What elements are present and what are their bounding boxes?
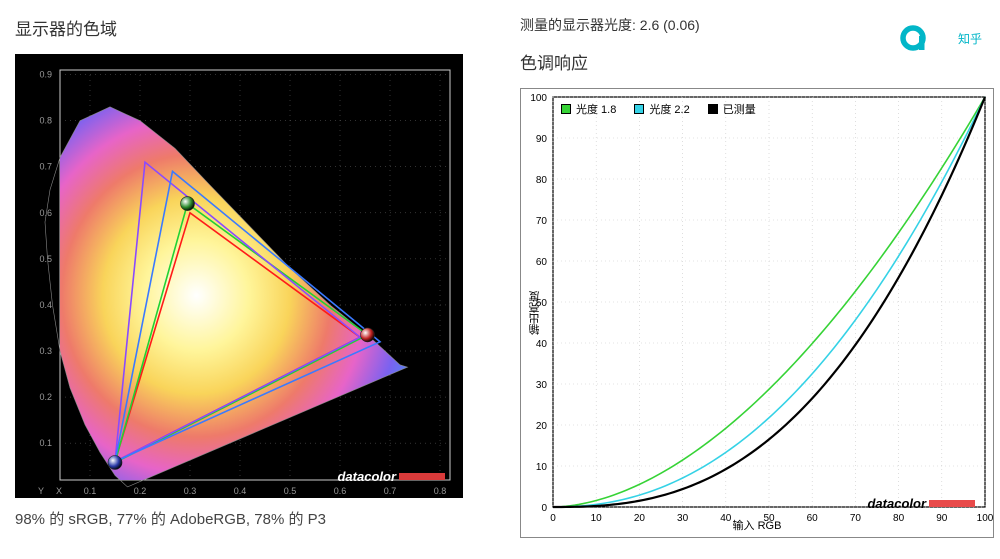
svg-text:70: 70 [850, 513, 862, 524]
svg-text:80: 80 [893, 513, 905, 524]
tone-title: 色调响应 [520, 49, 995, 74]
svg-text:0.1: 0.1 [39, 438, 52, 448]
tone-y-label: 输出亮度 [527, 291, 543, 335]
svg-text:80: 80 [536, 175, 548, 186]
legend-label: 光度 2.2 [649, 101, 689, 117]
tone-x-label: 输入 RGB [733, 517, 782, 533]
svg-text:0.2: 0.2 [134, 486, 147, 496]
legend-swatch-icon [634, 104, 644, 114]
svg-text:0.5: 0.5 [39, 254, 52, 264]
svg-text:0: 0 [550, 513, 556, 524]
datacolor-text: datacolor [337, 469, 396, 484]
gamut-caption: 98% 的 sRGB, 77% 的 AdobeRGB, 78% 的 P3 [15, 508, 475, 529]
legend-label: 光度 1.8 [576, 101, 616, 117]
svg-text:90: 90 [936, 513, 948, 524]
svg-text:0.8: 0.8 [39, 116, 52, 126]
right-panel: 测量的显示器光度: 2.6 (0.06) 色调响应 01020304050607… [520, 15, 995, 538]
svg-text:20: 20 [634, 513, 646, 524]
datacolor-logo-gamut: datacolor [337, 469, 445, 484]
svg-text:30: 30 [677, 513, 689, 524]
svg-text:20: 20 [536, 421, 548, 432]
svg-text:0.3: 0.3 [39, 346, 52, 356]
svg-text:100: 100 [977, 513, 993, 524]
datacolor-logo-tone: datacolor [867, 496, 975, 511]
svg-text:70: 70 [536, 216, 548, 227]
legend-swatch-icon [561, 104, 571, 114]
zhihu-link[interactable]: 知乎 [958, 30, 982, 47]
svg-text:0: 0 [541, 503, 547, 514]
svg-text:0.4: 0.4 [39, 300, 52, 310]
svg-text:90: 90 [536, 134, 548, 145]
legend-label: 已测量 [723, 101, 756, 117]
svg-text:0.7: 0.7 [384, 486, 397, 496]
svg-text:60: 60 [536, 257, 548, 268]
svg-text:0.6: 0.6 [334, 486, 347, 496]
datacolor-bar-icon [399, 473, 445, 480]
svg-text:10: 10 [536, 462, 548, 473]
svg-text:0.9: 0.9 [39, 70, 52, 80]
svg-text:0.1: 0.1 [84, 486, 97, 496]
svg-text:30: 30 [536, 380, 548, 391]
a-logo-icon [898, 22, 928, 52]
svg-text:X: X [56, 486, 62, 496]
svg-text:0.5: 0.5 [284, 486, 297, 496]
legend-item: 光度 1.8 [561, 101, 616, 117]
legend-swatch-icon [708, 104, 718, 114]
tone-chart: 0102030405060708090100010203040506070809… [520, 88, 994, 538]
gamut-svg: 0.1 0.2 0.3 0.4 0.5 0.6 0.7 0.8 0.1 0.2 0.3 0.4 0.5 0… [15, 54, 463, 498]
svg-text:Y: Y [38, 486, 44, 496]
svg-text:0.2: 0.2 [39, 392, 52, 402]
svg-text:60: 60 [807, 513, 819, 524]
legend-item: 已测量 [708, 101, 756, 117]
svg-text:40: 40 [720, 513, 732, 524]
datacolor-text: datacolor [867, 496, 926, 511]
svg-text:0.8: 0.8 [434, 486, 447, 496]
gamut-title: 显示器的色域 [15, 15, 475, 40]
svg-text:0.7: 0.7 [39, 162, 52, 172]
legend-item: 光度 2.2 [634, 101, 689, 117]
left-panel: 显示器的色域 0.1 0.2 0.3 0.4 0.5 0.6 0.7 0.8 0.1 0.2 0.3… [15, 15, 475, 529]
svg-text:0.4: 0.4 [234, 486, 247, 496]
datacolor-bar-icon [929, 500, 975, 507]
tone-legend: 光度 1.8 光度 2.2 已测量 [561, 101, 756, 117]
gamut-chart: 0.1 0.2 0.3 0.4 0.5 0.6 0.7 0.8 0.1 0.2 0.3 0.4 0.5 0… [15, 54, 463, 498]
tone-svg: 0102030405060708090100010203040506070809… [521, 89, 993, 537]
svg-text:0.3: 0.3 [184, 486, 197, 496]
svg-text:100: 100 [530, 93, 547, 104]
svg-text:40: 40 [536, 339, 548, 350]
svg-text:10: 10 [591, 513, 603, 524]
